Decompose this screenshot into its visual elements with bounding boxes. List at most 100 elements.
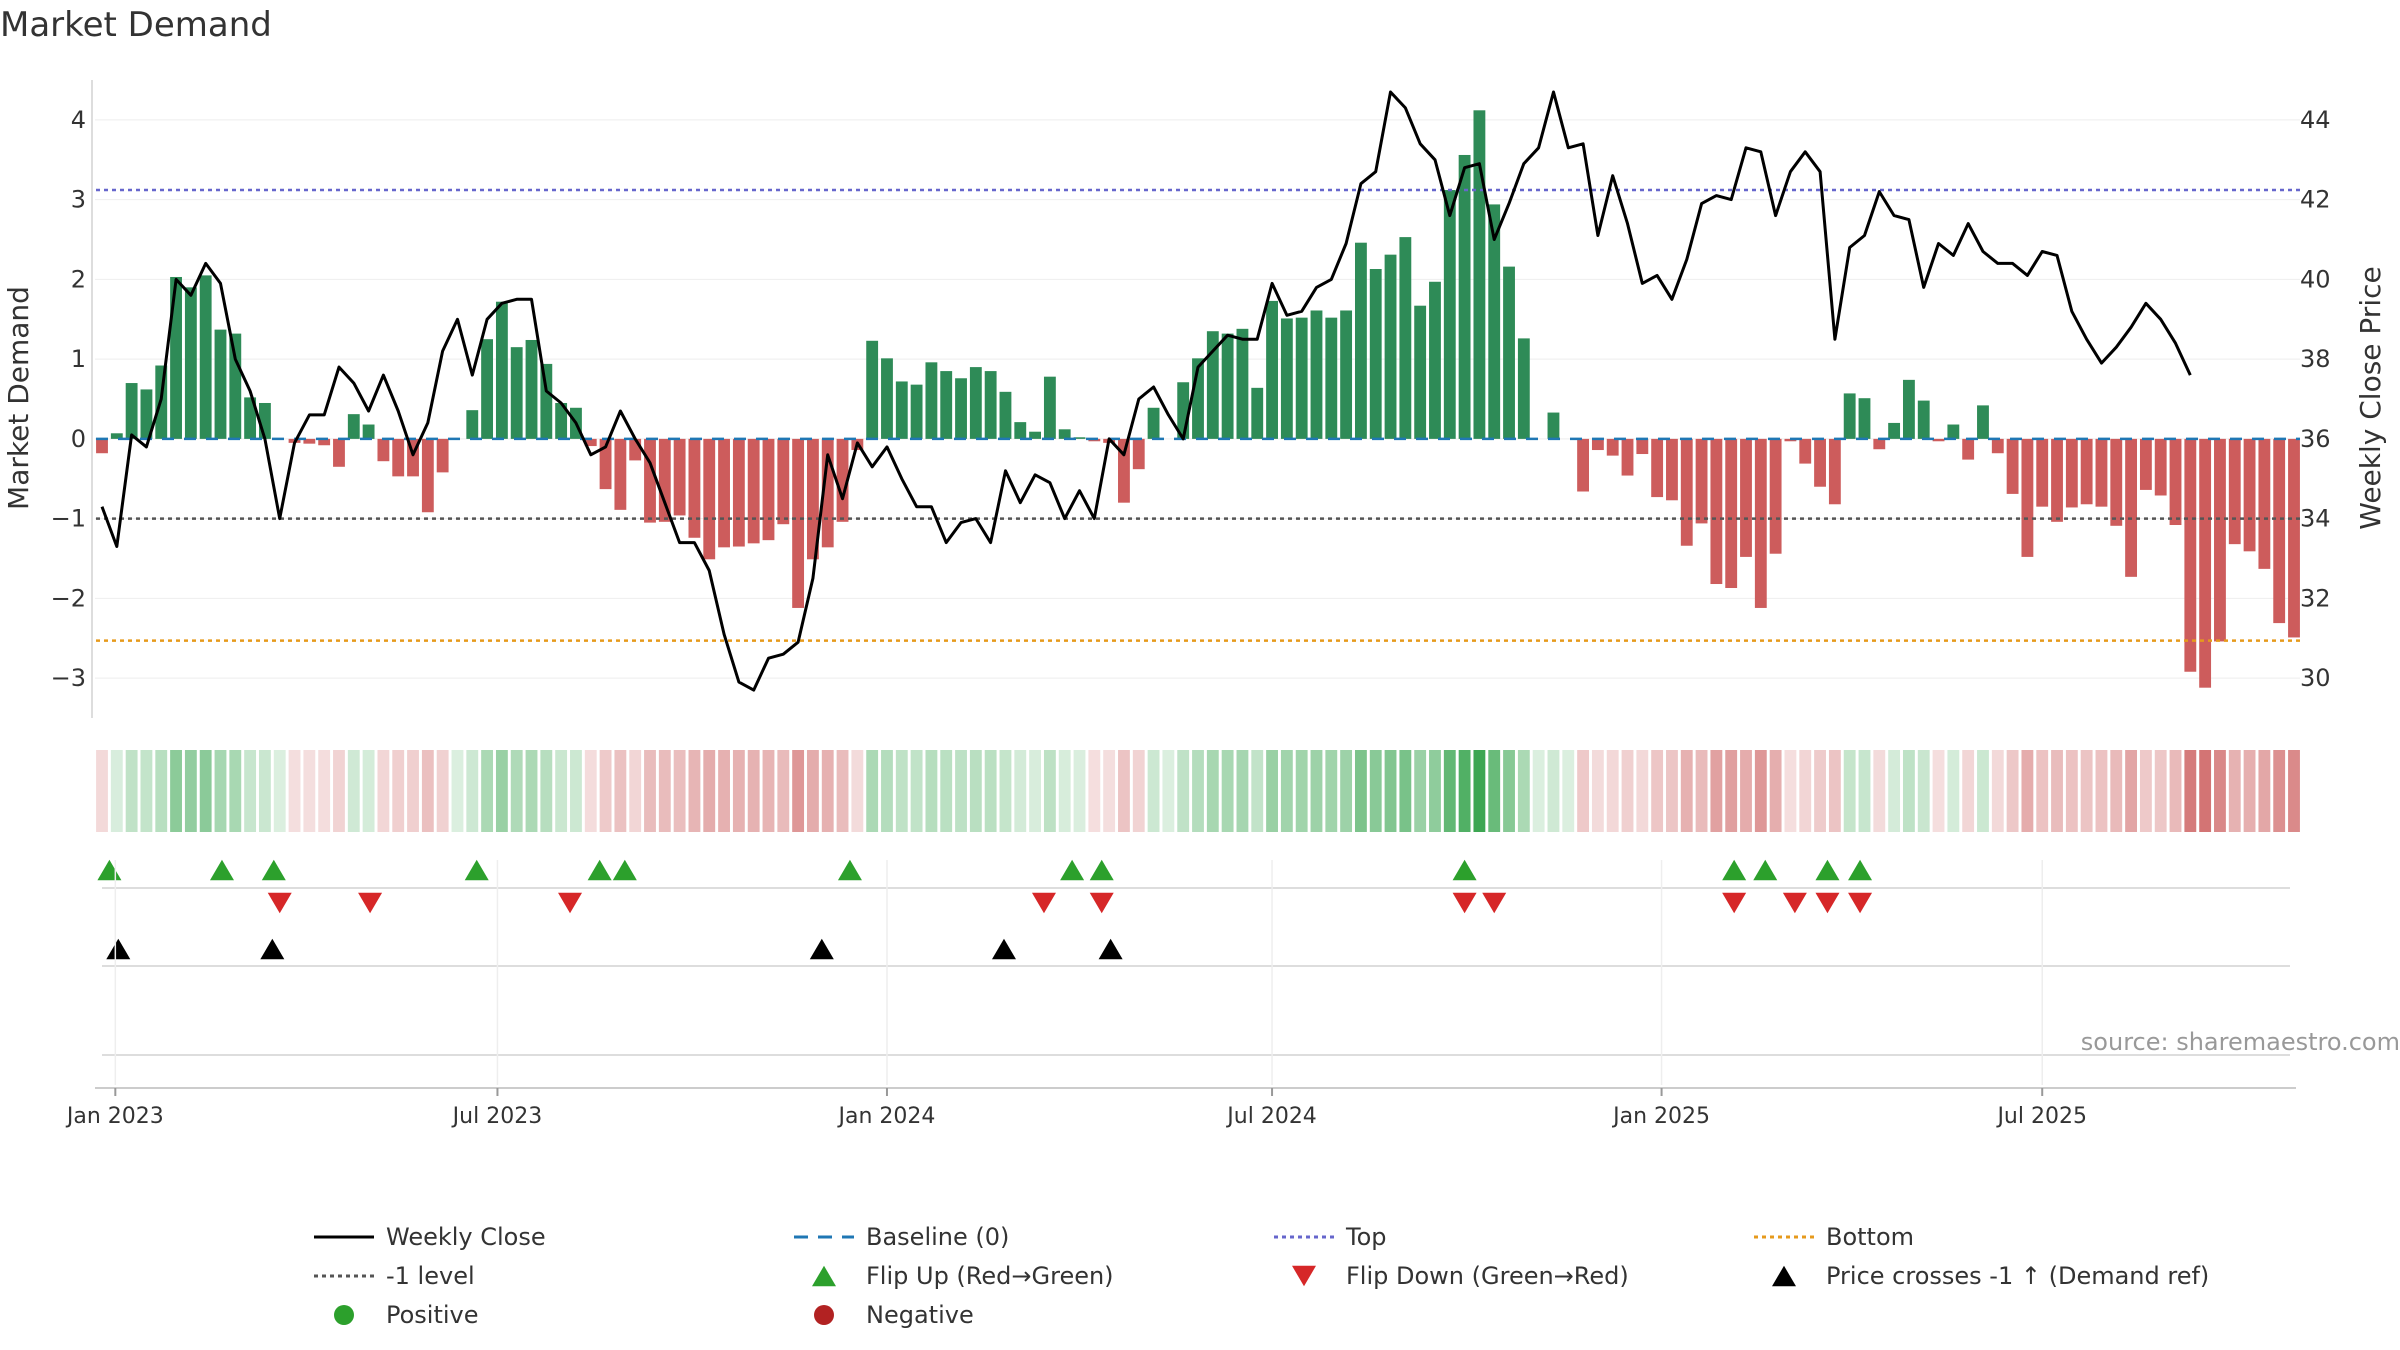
strip-cell	[1754, 750, 1767, 832]
right-tick-label: 30	[2300, 664, 2331, 692]
demand-bar-negative	[2051, 438, 2063, 522]
x-tick-label: Jul 2025	[1995, 1104, 2087, 1129]
strip-cell	[1295, 750, 1308, 832]
demand-bar-positive	[1547, 412, 1560, 439]
strip-cell	[1799, 750, 1812, 832]
demand-bar-positive	[925, 362, 938, 439]
legend-swatch	[1772, 1265, 1796, 1287]
demand-bar-positive	[1325, 317, 1338, 439]
legend-swatch	[812, 1265, 836, 1287]
legend-entry: Negative	[814, 1301, 974, 1329]
strip-cell	[1947, 750, 1960, 832]
demand-bar-negative	[2139, 438, 2152, 490]
legend-entry: Top	[1274, 1223, 1387, 1251]
demand-bar-positive	[1266, 300, 1278, 439]
strip-cell	[1991, 750, 2004, 832]
strip-cell	[806, 750, 819, 832]
demand-bar-negative	[703, 438, 716, 560]
strip-cell	[1710, 750, 1723, 832]
flip-up-marker	[261, 859, 286, 881]
flip-up-marker	[209, 859, 234, 881]
strip-cell	[881, 750, 893, 832]
strip-cell	[1236, 750, 1249, 832]
strip-cell	[1132, 750, 1145, 832]
strip-cell	[910, 750, 923, 832]
flip-down-marker	[1782, 892, 1807, 914]
strip-cell	[584, 750, 597, 832]
demand-bar-positive	[1236, 328, 1249, 439]
strip-cell	[2273, 750, 2286, 832]
strip-cell	[1858, 750, 1871, 832]
strip-cell	[199, 750, 212, 832]
demand-bar-positive	[1354, 242, 1367, 439]
strip-cell	[999, 750, 1012, 832]
legend-entry: Bottom	[1754, 1223, 1914, 1251]
demand-bar-negative	[1769, 438, 1782, 554]
strip-cell	[1680, 750, 1693, 832]
demand-bar-negative	[436, 438, 449, 473]
strip-cell	[1192, 750, 1204, 832]
demand-bar-negative	[792, 438, 805, 608]
demand-bar-positive	[895, 381, 908, 439]
price-cross-marker	[260, 938, 285, 960]
demand-bar-positive	[495, 301, 508, 439]
demand-bar-positive	[1473, 110, 1486, 439]
demand-bar-positive	[1073, 437, 1086, 439]
legend-label: Top	[1345, 1223, 1387, 1251]
strip-cell	[2036, 750, 2049, 832]
strip-cell	[1325, 750, 1338, 832]
strip-cell	[925, 750, 938, 832]
demand-bar-negative	[821, 438, 834, 548]
demand-bar-positive	[1251, 387, 1264, 439]
strip-cell	[1458, 750, 1471, 832]
demand-bar-negative	[1799, 438, 1812, 464]
legend-label: Negative	[866, 1301, 974, 1329]
flip-down-marker	[1848, 892, 1873, 914]
strip-cell	[1354, 750, 1367, 832]
left-tick-label: −2	[51, 584, 86, 612]
strip-cell	[214, 750, 227, 832]
strip-cell	[525, 750, 538, 832]
price-cross-marker	[1098, 938, 1123, 960]
demand-bar-positive	[347, 414, 360, 439]
legend-entry: Price crosses -1 ↑ (Demand ref)	[1772, 1262, 2209, 1290]
demand-bar-positive	[125, 383, 138, 439]
demand-bar-positive	[940, 371, 953, 439]
strip-cell	[1873, 750, 1886, 832]
demand-bar-positive	[199, 275, 212, 439]
strip-cell	[110, 750, 123, 832]
legend-entry: Positive	[334, 1301, 479, 1329]
demand-bar-negative	[318, 438, 331, 446]
strip-cell	[792, 750, 805, 832]
strip-cell	[1725, 750, 1738, 832]
strip-cell	[229, 750, 242, 832]
legend-label: Flip Up (Red→Green)	[866, 1262, 1114, 1290]
strip-cell	[318, 750, 331, 832]
demand-bar-positive	[1858, 398, 1871, 439]
demand-bar-negative	[777, 438, 790, 525]
demand-bar-positive	[1888, 422, 1901, 439]
demand-bar-negative	[1962, 438, 1975, 460]
flip-down-marker	[267, 892, 292, 914]
legend-label: Baseline (0)	[866, 1223, 1009, 1251]
signal-marker-rows	[97, 859, 2290, 1056]
strip-cell	[1443, 750, 1456, 832]
strip-cell	[1651, 750, 1664, 832]
demand-bar-positive	[1443, 190, 1456, 439]
x-tick-label: Jan 2023	[65, 1104, 164, 1129]
demand-bar-negative	[377, 438, 390, 462]
strip-cell	[407, 750, 419, 832]
demand-bar-negative	[2273, 438, 2286, 624]
demand-bar-positive	[1399, 237, 1412, 439]
flip-up-marker	[587, 859, 612, 881]
strip-cell	[1473, 750, 1486, 832]
x-tick-label: Jul 2023	[451, 1104, 543, 1129]
legend-entry: Weekly Close	[314, 1223, 546, 1251]
left-tick-label: 4	[71, 106, 86, 134]
strip-cell	[1503, 750, 1515, 832]
demand-bar-negative	[2184, 438, 2197, 672]
strip-cell	[866, 750, 879, 832]
strip-cell	[421, 750, 434, 832]
demand-bar-negative	[392, 438, 405, 477]
strip-cell	[1251, 750, 1264, 832]
